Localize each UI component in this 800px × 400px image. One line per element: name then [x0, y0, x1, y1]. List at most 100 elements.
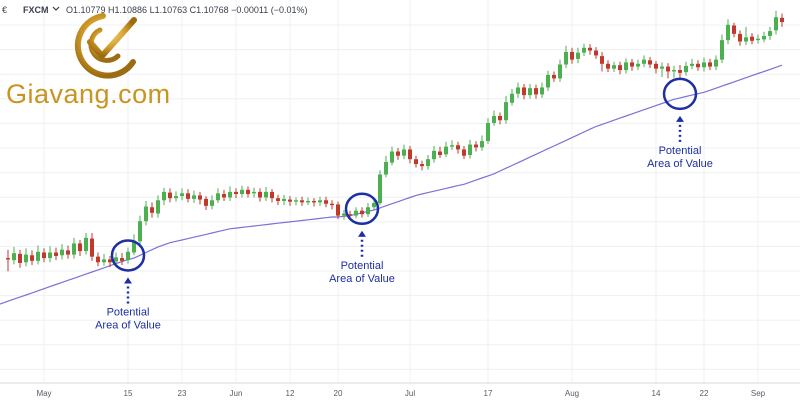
candle	[294, 197, 298, 206]
candle-body-up	[774, 17, 778, 31]
candle	[12, 246, 16, 265]
candle-body-down	[498, 116, 502, 121]
candle-body-down	[222, 194, 226, 198]
candle	[600, 51, 604, 72]
candle-body-up	[516, 87, 520, 94]
candle-body-down	[570, 51, 574, 60]
candle-body-down	[708, 62, 712, 67]
candle-body-up	[60, 249, 64, 256]
candle-body-up	[636, 63, 640, 67]
candle-body-up	[84, 237, 88, 252]
candle-body-up	[132, 240, 136, 253]
annotation-line1: Potential	[107, 306, 150, 318]
candle	[444, 141, 448, 158]
candle	[546, 70, 550, 91]
annotation-line2: Area of Value	[329, 273, 395, 285]
candle	[708, 58, 712, 71]
candle	[72, 237, 76, 259]
candle	[540, 82, 544, 98]
candle-body-up	[342, 213, 346, 216]
candle	[228, 186, 232, 201]
candle-body-up	[762, 35, 766, 40]
candle-body-down	[186, 193, 190, 199]
candle-body-down	[330, 203, 334, 206]
candle-body-down	[18, 253, 22, 263]
candle-body-up	[36, 251, 40, 261]
annotation-line2: Area of Value	[95, 319, 161, 331]
candle	[108, 255, 112, 268]
x-tick-label: 17	[484, 389, 493, 398]
x-tick-label: Sep	[751, 389, 766, 398]
candle-body-down	[408, 149, 412, 160]
candle-body-down	[300, 200, 304, 203]
candle	[96, 252, 100, 267]
candle	[522, 83, 526, 100]
x-tick-label: 22	[700, 389, 709, 398]
highlight-circle	[110, 239, 146, 272]
chevron-down-icon[interactable]	[52, 6, 60, 11]
candle	[90, 232, 94, 261]
annotation-line1: Potential	[659, 145, 702, 157]
candle	[216, 188, 220, 204]
candle	[264, 187, 268, 201]
x-tick-label: May	[36, 389, 51, 398]
candle-body-up	[126, 251, 130, 261]
candle-body-up	[714, 59, 718, 67]
candle-body-up	[768, 31, 772, 36]
candle	[426, 155, 430, 170]
candle-body-up	[264, 191, 268, 198]
candle	[240, 185, 244, 198]
x-tick-label: Jun	[230, 389, 243, 398]
highlight-circle	[344, 192, 380, 226]
candle	[324, 196, 328, 208]
candle	[270, 189, 274, 203]
candle-body-up	[318, 200, 322, 203]
candle-body-up	[744, 37, 748, 42]
candle	[174, 191, 178, 202]
candle-body-up	[444, 146, 448, 155]
candle	[552, 71, 556, 82]
candle	[486, 118, 490, 144]
candle-body-down	[666, 66, 670, 72]
candle-body-down	[6, 258, 10, 260]
candle	[282, 194, 286, 206]
candle-body-up	[426, 159, 430, 167]
candle	[330, 200, 334, 210]
x-tick-label: Aug	[565, 389, 579, 398]
candle	[66, 245, 70, 259]
candle	[744, 26, 748, 45]
moving-average-layer	[0, 64, 783, 305]
candle	[156, 195, 160, 218]
candle-body-up	[228, 191, 232, 198]
candle	[432, 145, 436, 163]
candle	[474, 141, 478, 152]
candle-body-down	[414, 159, 418, 165]
candle-body-down	[90, 238, 94, 257]
candle-body-down	[30, 255, 34, 261]
candle-body-up	[510, 93, 514, 103]
candle	[312, 198, 316, 207]
candle	[42, 248, 46, 263]
candle-body-down	[54, 252, 58, 256]
candle-body-down	[420, 164, 424, 167]
candle-body-down	[168, 192, 172, 199]
x-axis-ticks: May 15 23 Jun 12 20 Jul 17 Aug 14 22 Sep	[36, 389, 765, 398]
source-label[interactable]: FXCM	[23, 5, 49, 15]
candle	[60, 244, 64, 260]
candle-body-up	[564, 51, 568, 65]
candle-body-up	[102, 259, 106, 263]
candle	[450, 140, 454, 151]
candle-body-up	[384, 161, 388, 175]
candle-body-up	[156, 200, 160, 214]
candle-body-up	[558, 64, 562, 79]
candle-body-down	[534, 88, 538, 95]
candle-body-down	[618, 65, 622, 71]
candle	[582, 43, 586, 57]
candle	[516, 82, 520, 98]
highlight-circle	[662, 77, 698, 111]
candle-body-up	[390, 151, 394, 163]
candle	[144, 200, 148, 226]
